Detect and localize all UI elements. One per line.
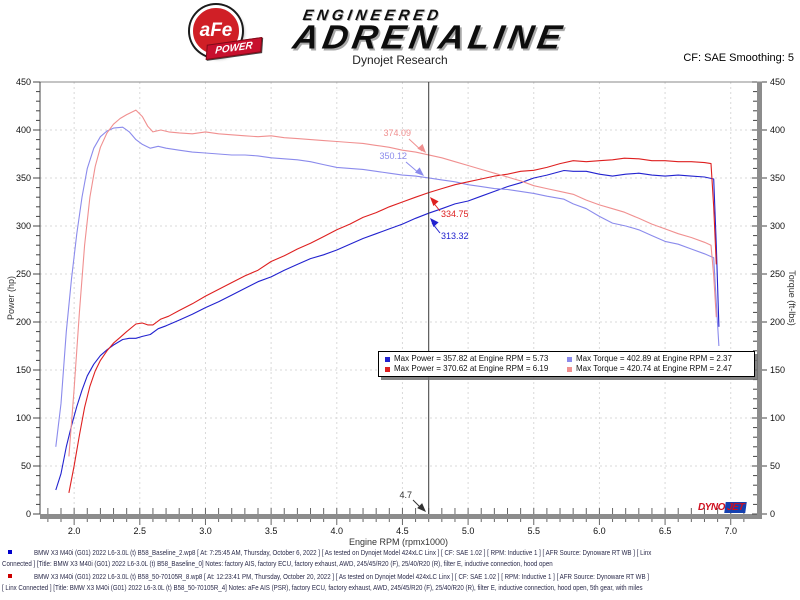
curve-power_afe [68,157,717,494]
svg-text:7.0: 7.0 [724,526,737,536]
legend-entry: Max Torque = 402.89 at Engine RPM = 2.37 [567,354,749,364]
correction-factor-label: CF: SAE Smoothing: 5 [683,52,794,64]
svg-text:250: 250 [770,269,785,279]
dynojet-logo: DYNOJET [698,502,747,513]
run-info-line: BMW X3 M40i (G01) 2022 L6-3.0L (t) B58_B… [34,548,652,557]
svg-text:200: 200 [16,317,31,327]
y-axis-title-power: Power (hp) [6,276,16,320]
svg-text:50: 50 [21,461,31,471]
svg-text:350: 350 [16,173,31,183]
run-info-footer: BMW X3 M40i (G01) 2022 L6-3.0L (t) B58_B… [0,547,800,595]
run-info-afe: BMW X3 M40i (G01) 2022 L6-3.0L (t) B58_5… [0,571,800,595]
curve-power_baseline [55,169,720,491]
axis-ticks [33,81,767,525]
grid [40,82,757,514]
run-info-baseline: BMW X3 M40i (G01) 2022 L6-3.0L (t) B58_B… [0,547,800,571]
legend: Max Power = 357.82 at Engine RPM = 5.73 … [378,351,755,377]
legend-swatch-torque-baseline [567,356,572,362]
svg-text:150: 150 [16,365,31,375]
svg-text:100: 100 [770,413,785,423]
ann-power-baseline: 313.32 [430,218,469,241]
svg-text:0: 0 [26,509,31,519]
svg-text:400: 400 [16,125,31,135]
ann-power-afe: 334.75 [430,197,469,219]
svg-text:3.0: 3.0 [199,526,212,536]
report-subtitle: Dynojet Research [352,53,448,67]
svg-text:200: 200 [770,317,785,327]
curve-torque_afe [68,109,717,457]
ann-torque-baseline: 350.12 [379,151,424,176]
y-axis-title-torque: Torque (ft-lbs) [787,270,797,326]
svg-text:4.0: 4.0 [331,526,344,536]
svg-text:300: 300 [770,221,785,231]
svg-text:300: 300 [16,221,31,231]
curve-torque_baseline [55,126,720,447]
svg-text:450: 450 [770,77,785,87]
run-info-line: Connected ] [Title: BMW X3 M40i (G01) 20… [2,559,553,568]
svg-text:6.5: 6.5 [659,526,672,536]
svg-text:450: 450 [16,77,31,87]
svg-text:250: 250 [16,269,31,279]
svg-text:334.75: 334.75 [441,209,469,219]
legend-swatch-power-baseline [385,356,390,362]
svg-text:374.09: 374.09 [383,128,411,138]
svg-text:50: 50 [770,461,780,471]
afe-badge-text: aFe [199,20,233,41]
legend-entry: Max Torque = 420.74 at Engine RPM = 2.47 [567,364,749,374]
svg-text:4.7: 4.7 [399,490,412,500]
svg-text:3.5: 3.5 [265,526,278,536]
svg-text:4.5: 4.5 [396,526,409,536]
svg-text:5.5: 5.5 [528,526,541,536]
svg-text:5.0: 5.0 [462,526,475,536]
run-bullet-blue-icon [8,550,12,554]
svg-text:2.5: 2.5 [134,526,147,536]
legend-text: Max Power = 370.62 at Engine RPM = 6.19 [394,364,549,373]
run-info-line: BMW X3 M40i (G01) 2022 L6-3.0L (t) B58_5… [34,572,649,581]
svg-text:6.0: 6.0 [593,526,606,536]
x-axis-title: Engine RPM (rpmx1000) [349,537,448,547]
run-info-line: [ Linx Connected ] [Title: BMW X3 M40i (… [2,583,643,592]
legend-swatch-torque-afe [567,366,572,372]
ann-torque-afe: 374.09 [383,128,426,153]
svg-text:100: 100 [16,413,31,423]
legend-text: Max Torque = 402.89 at Engine RPM = 2.37 [576,354,732,363]
cursor-rpm-callout: 4.7 [399,490,426,512]
svg-text:350: 350 [770,173,785,183]
svg-text:0: 0 [770,509,775,519]
legend-text: Max Power = 357.82 at Engine RPM = 5.73 [394,354,549,363]
svg-text:2.0: 2.0 [68,526,81,536]
svg-text:400: 400 [770,125,785,135]
legend-entry: Max Power = 357.82 at Engine RPM = 5.73 [385,354,567,364]
legend-entry: Max Power = 370.62 at Engine RPM = 6.19 [385,364,567,374]
legend-swatch-power-afe [385,366,390,372]
svg-text:350.12: 350.12 [379,151,407,161]
dynojet-logo-jet: JET [724,502,747,513]
legend-text: Max Torque = 420.74 at Engine RPM = 2.47 [576,364,732,373]
dynojet-logo-dyno: DYNO [698,502,725,513]
svg-text:150: 150 [770,365,785,375]
run-bullet-red-icon [8,574,12,578]
axis-tick-labels: 0 0 50 50 100 100 150 150 200 200 250 250 300 300 350 3… [16,77,785,536]
svg-text:313.32: 313.32 [441,231,469,241]
